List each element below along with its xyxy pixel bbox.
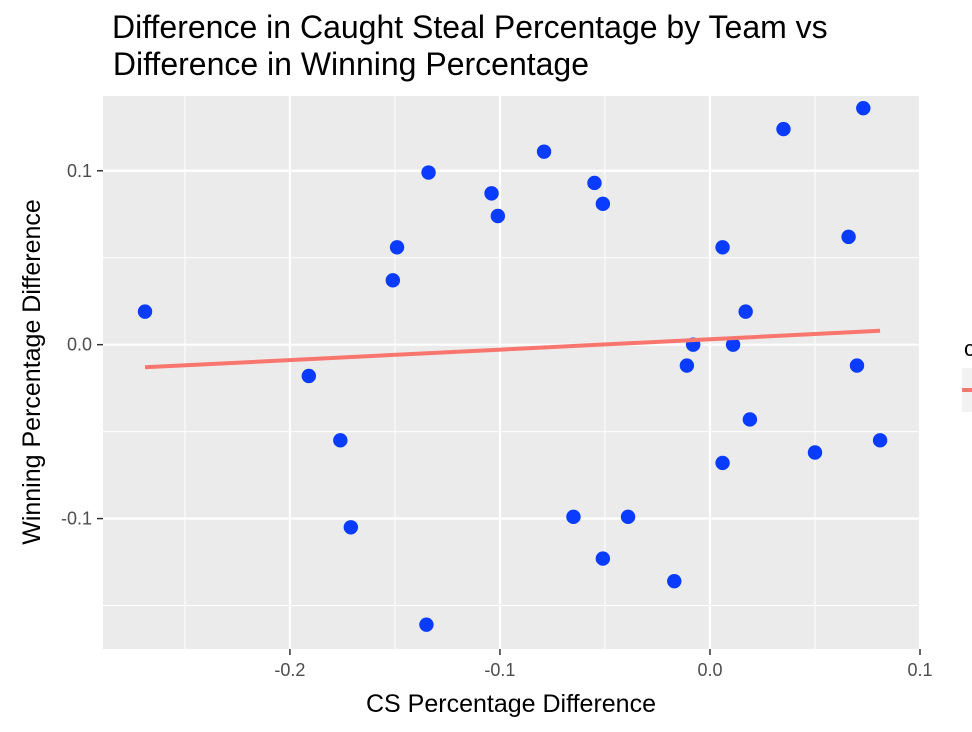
data-point (667, 573, 682, 589)
y-tick-label: -0.1 (61, 509, 92, 529)
data-point (725, 337, 741, 352)
data-points (137, 100, 888, 632)
data-point (738, 304, 753, 319)
chart-title-line-2: Difference in Winning Percentage (104, 46, 589, 82)
data-point (389, 240, 405, 255)
major-gridlines (103, 96, 922, 649)
data-point (301, 368, 317, 384)
x-tick-label: 0.1 (907, 660, 932, 680)
data-point (137, 304, 153, 319)
data-point (742, 412, 758, 427)
x-tick-label: -0.1 (484, 660, 515, 680)
data-point (679, 358, 695, 373)
data-point (419, 617, 434, 632)
data-point (385, 273, 401, 288)
data-point (872, 433, 888, 448)
data-point (715, 240, 730, 255)
x-tick-label: -0.2 (274, 660, 305, 680)
y-axis-title: Winning Percentage Difference (18, 199, 46, 545)
data-point (484, 186, 499, 201)
chart-title-line-1: Difference in Caught Steal Percentage by… (112, 9, 828, 45)
data-point (595, 196, 611, 212)
trend-line (144, 328, 881, 370)
data-point (587, 175, 602, 191)
data-point (595, 551, 611, 566)
data-point (776, 121, 791, 137)
data-point (856, 100, 871, 116)
axis-ticks (97, 170, 921, 655)
data-point (566, 509, 581, 525)
data-point (620, 509, 636, 525)
data-point (536, 144, 552, 159)
legend-title-fragment: c (964, 336, 972, 361)
y-tick-label: 0.0 (67, 335, 92, 355)
plot-panel (103, 96, 920, 649)
data-point (333, 433, 348, 448)
data-point (841, 229, 856, 245)
data-point (490, 208, 506, 224)
x-tick-label: 0.0 (697, 660, 722, 680)
data-point (807, 445, 823, 460)
data-point (343, 520, 359, 535)
minor-gridlines (103, 96, 920, 649)
data-point (715, 455, 730, 471)
y-tick-label: 0.1 (67, 161, 92, 181)
data-point (849, 358, 865, 373)
x-axis-title: CS Percentage Difference (366, 690, 656, 718)
data-point (421, 165, 436, 180)
